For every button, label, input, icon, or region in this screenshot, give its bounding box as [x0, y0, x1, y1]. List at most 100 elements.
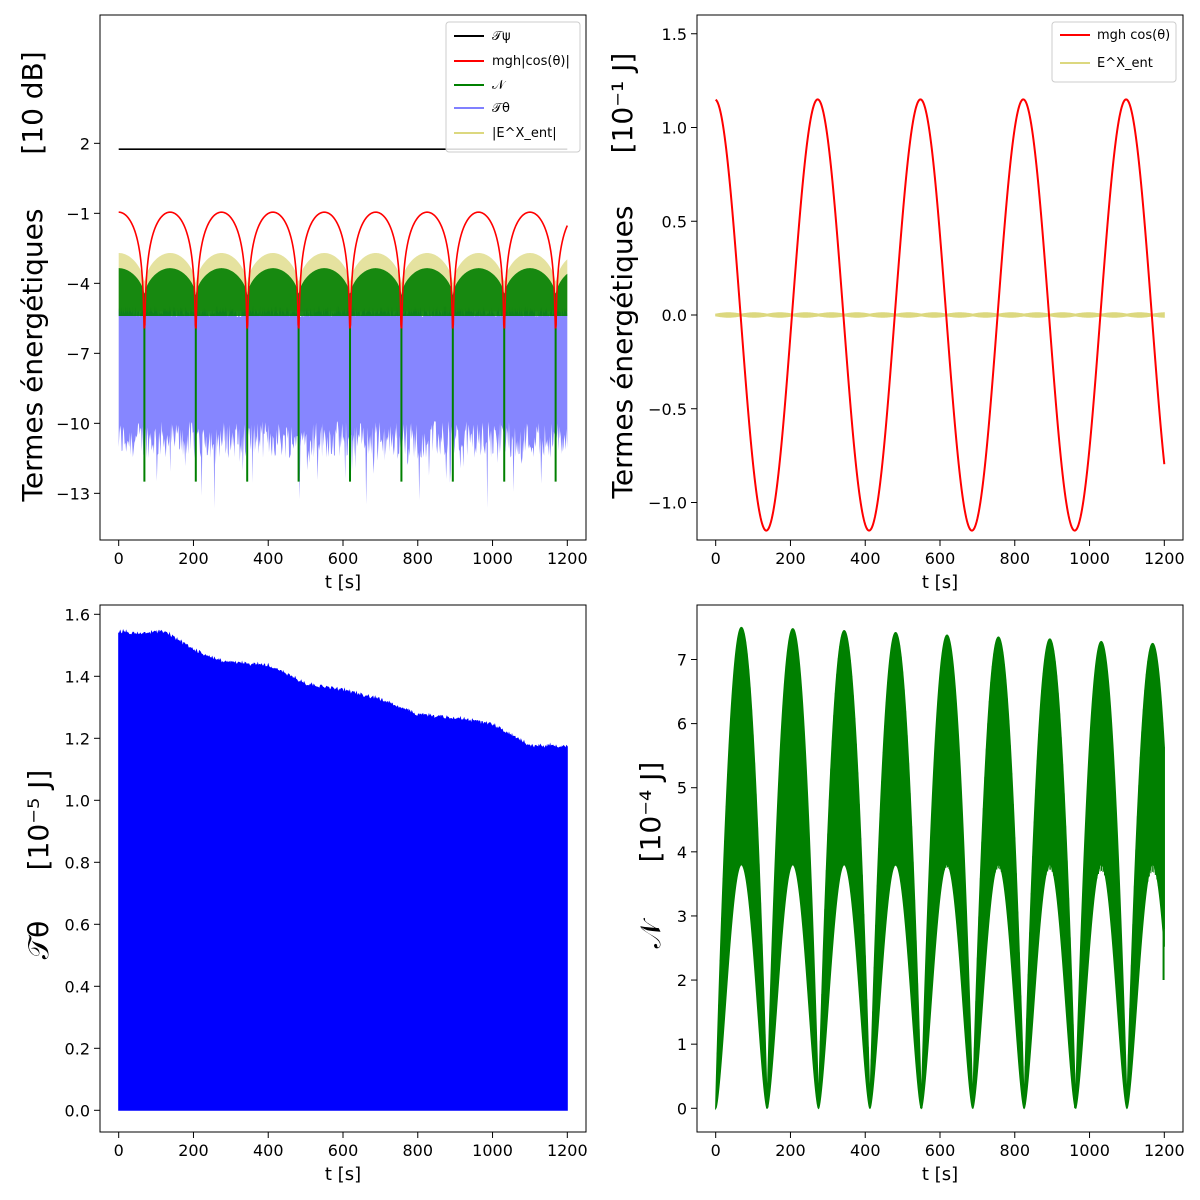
bl-series-ttheta: [118, 628, 568, 1111]
tl-xlabel: t [s]: [325, 572, 361, 593]
bl-ytick-label-4: 0.8: [65, 853, 90, 872]
tl-xtick-label-6: 1200: [547, 549, 588, 568]
br-ytick-label-5: 5: [677, 779, 687, 798]
tl-xtick-label-5: 1000: [472, 549, 513, 568]
bl-ytick-label-0: 0.0: [65, 1101, 90, 1120]
br-ytick-label-1: 1: [677, 1035, 687, 1054]
tl-legend-label-n: 𝒩: [492, 78, 507, 93]
bl-xtick-label-1: 200: [178, 1141, 209, 1160]
tr-series-eent: [715, 312, 1165, 318]
bl-ytick-label-1: 0.2: [65, 1039, 90, 1058]
br-xtick-label-3: 600: [925, 1141, 956, 1160]
tl-legend-label-tpsi: 𝒯ψ: [492, 29, 511, 44]
tl-series-n: [118, 268, 568, 316]
br-ytick-label-3: 3: [677, 907, 687, 926]
tl-legend-label-eent: |E^X_ent|: [492, 126, 557, 141]
tr-xtick-label-5: 1000: [1069, 549, 1110, 568]
bl-xtick-label-2: 400: [253, 1141, 284, 1160]
tr-series-mgh: [714, 98, 1166, 532]
tl-xtick-label-1: 200: [178, 549, 209, 568]
tr-legend-label-eent: E^X_ent: [1097, 56, 1153, 71]
tl-legend-label-mgh: mgh|cos(θ)|: [492, 54, 570, 69]
tr-xtick-label-2: 400: [850, 549, 881, 568]
tr-ytick-label-4: −0.5: [648, 400, 687, 419]
tl-ytick-label-1: −1: [66, 204, 90, 223]
tr-ytick-label-5: −1.0: [648, 494, 687, 513]
tr-axes-frame: [696, 14, 1184, 541]
tr-ytick-label-1: 1.0: [662, 119, 687, 138]
tl-ytick-label-2: −4: [66, 274, 90, 293]
bl-xtick-label-6: 1200: [547, 1141, 588, 1160]
br-xtick-label-5: 1000: [1069, 1141, 1110, 1160]
bl-ytick-label-7: 1.4: [65, 667, 90, 686]
tl-ylabel: Termes énergétiques: [16, 209, 49, 503]
tr-ylabel: Termes énergétiques: [606, 206, 639, 500]
bl-ticks: 0 200 400 600 800 1000 1200 0.0 0.2 0.4 0.6 0.8 1.0 1…: [65, 605, 588, 1160]
panel-energy-terms-j: 0 200 400 600 800 1000 1200 1.5 1.0 0.5 0.0 −0.5 −1.…: [606, 14, 1185, 593]
br-ytick-label-7: 7: [677, 650, 687, 669]
tl-yunit: [10 dB]: [16, 51, 49, 154]
tl-ytick-label-3: −7: [66, 344, 90, 363]
bl-yunit: [10⁻⁵ J]: [22, 770, 55, 871]
tl-ticks: 0 200 400 600 800 1000 1200 2 −1 −4 −7 −10 −13: [56, 134, 587, 568]
panel-energy-terms-db: 0 200 400 600 800 1000 1200 2 −1 −4 −7 −10 −13 t [s]…: [16, 14, 588, 593]
bl-xtick-label-4: 800: [402, 1141, 433, 1160]
tr-ytick-label-0: 1.5: [662, 25, 687, 44]
br-ytick-label-0: 0: [677, 1099, 687, 1118]
br-ticks: 0 200 400 600 800 1000 1200 0 1 2 3 4 5 6 7: [677, 650, 1185, 1160]
br-xtick-label-2: 400: [850, 1141, 881, 1160]
tr-yunit: [10⁻¹ J]: [606, 53, 639, 154]
tr-legend-label-mgh: mgh cos(θ): [1097, 28, 1170, 43]
br-plot-area: [715, 626, 1165, 1111]
br-xtick-label-1: 200: [775, 1141, 806, 1160]
br-ytick-label-2: 2: [677, 971, 687, 990]
br-ylabel: 𝒩: [634, 917, 667, 948]
tr-ytick-label-2: 0.5: [662, 212, 687, 231]
br-yunit: [10⁻⁴ J]: [634, 762, 667, 863]
tl-xtick-label-0: 0: [114, 549, 124, 568]
tr-xtick-label-3: 600: [925, 549, 956, 568]
br-xtick-label-0: 0: [711, 1141, 721, 1160]
bl-xtick-label-3: 600: [328, 1141, 359, 1160]
bl-ytick-label-3: 0.6: [65, 915, 90, 934]
tr-legend-box: [1051, 21, 1177, 83]
tl-legend: 𝒯ψ mgh|cos(θ)| 𝒩 𝒯θ |E^X_ent|: [445, 21, 581, 153]
tr-xlabel: t [s]: [922, 572, 958, 593]
tr-plot-area: [714, 98, 1166, 532]
tl-ytick-label-0: 2: [80, 134, 90, 153]
tl-legend-box: [445, 21, 581, 153]
bl-xtick-label-5: 1000: [472, 1141, 513, 1160]
bl-plot-area: [118, 628, 568, 1111]
tl-series-ttheta: [118, 305, 568, 509]
panel-t-theta: 0 200 400 600 800 1000 1200 0.0 0.2 0.4 0.6 0.8 1.0 1…: [22, 604, 588, 1185]
tr-xtick-label-1: 200: [775, 549, 806, 568]
panel-n: 0 200 400 600 800 1000 1200 0 1 2 3 4 5 6 7 t [s] 𝒩 [1…: [634, 604, 1185, 1185]
tr-ytick-label-3: 0.0: [662, 306, 687, 325]
br-xlabel: t [s]: [922, 1164, 958, 1185]
tl-xtick-label-2: 400: [253, 549, 284, 568]
br-ytick-label-6: 6: [677, 715, 687, 734]
tl-plot-area: [118, 148, 569, 509]
tl-series-mgh: [118, 211, 569, 329]
br-ytick-label-4: 4: [677, 843, 687, 862]
tr-legend: mgh cos(θ) E^X_ent: [1051, 21, 1177, 83]
br-xtick-label-4: 800: [999, 1141, 1030, 1160]
tl-ytick-label-5: −13: [56, 484, 90, 503]
tr-xtick-label-0: 0: [711, 549, 721, 568]
tl-xtick-label-4: 800: [402, 549, 433, 568]
bl-ylabel: 𝒯θ: [22, 921, 55, 960]
tl-xtick-label-3: 600: [328, 549, 359, 568]
bl-ytick-label-6: 1.2: [65, 729, 90, 748]
tl-ytick-label-4: −10: [56, 414, 90, 433]
tr-ticks: 0 200 400 600 800 1000 1200 1.5 1.0 0.5 0.0 −0.5 −1.…: [648, 25, 1185, 568]
tr-xtick-label-6: 1200: [1144, 549, 1185, 568]
bl-ytick-label-8: 1.6: [65, 605, 90, 624]
bl-ytick-label-2: 0.4: [65, 977, 90, 996]
br-xtick-label-6: 1200: [1144, 1141, 1185, 1160]
bl-ytick-label-5: 1.0: [65, 791, 90, 810]
tl-legend-label-ttheta: 𝒯θ: [492, 101, 510, 116]
bl-xlabel: t [s]: [325, 1164, 361, 1185]
bl-xtick-label-0: 0: [114, 1141, 124, 1160]
tr-xtick-label-4: 800: [999, 549, 1030, 568]
